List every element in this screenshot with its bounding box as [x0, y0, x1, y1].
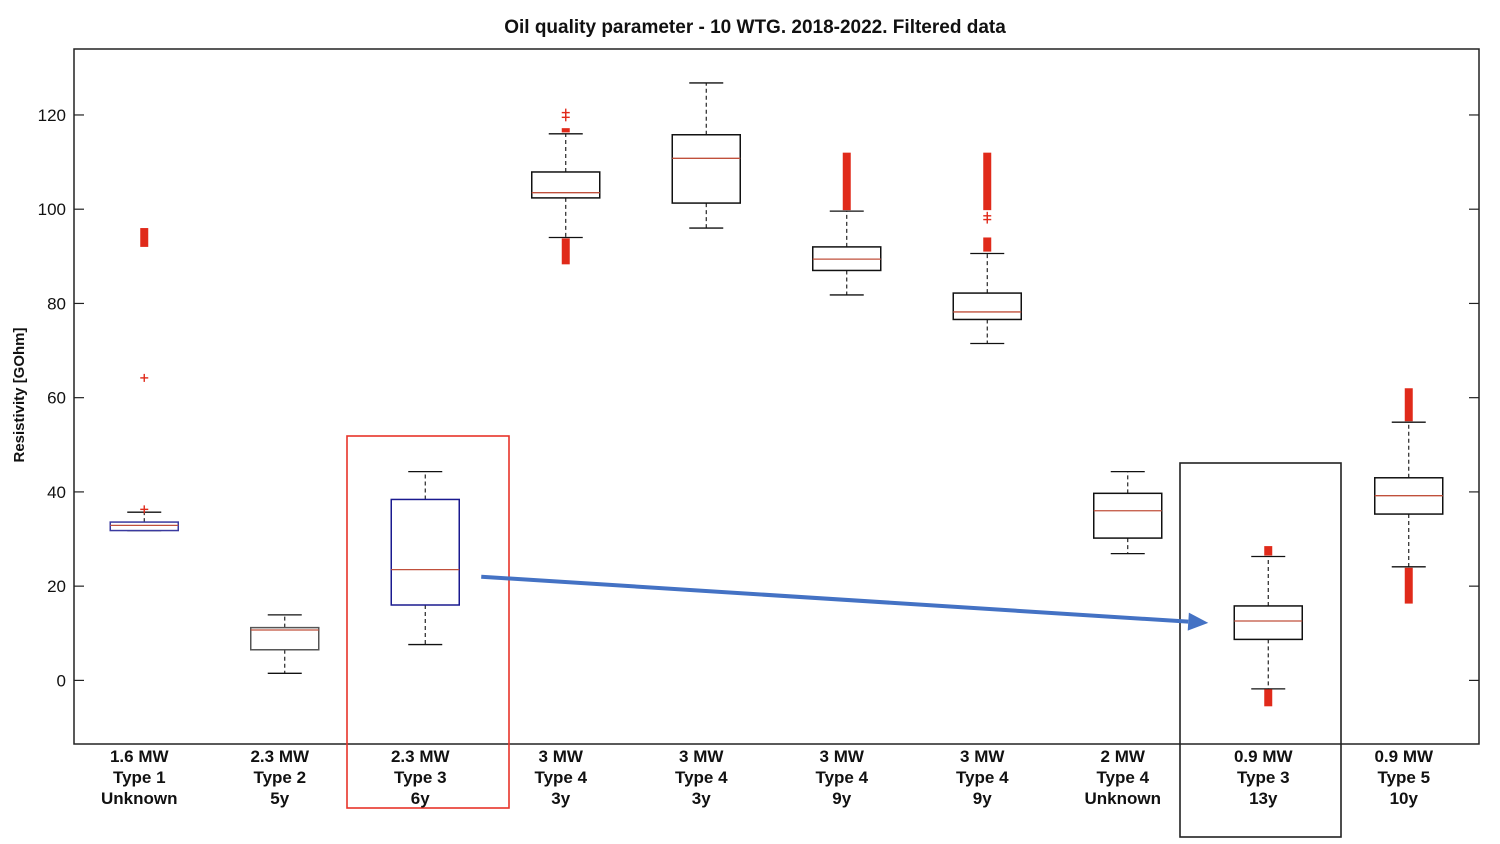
box-iqr: [390, 498, 460, 606]
y-tick-label: 60: [47, 389, 66, 408]
highlight-boxes: [346, 435, 1342, 838]
box-10: [1374, 388, 1444, 604]
outlier-cluster: [1404, 388, 1413, 422]
x-tick-label: 3 MW: [539, 747, 584, 766]
highlight-rect: [1179, 462, 1342, 838]
outlier-cluster: [561, 128, 570, 133]
x-tick-label: Type 4: [1096, 768, 1149, 787]
y-tick-label: 80: [47, 294, 66, 313]
x-tick-label: 3 MW: [820, 747, 865, 766]
box-3: [390, 471, 460, 646]
x-tick-label: 2.3 MW: [391, 747, 451, 766]
arrow-shaft: [481, 574, 1189, 624]
x-tick-label: 3y: [551, 789, 570, 808]
category-labels: 1.6 MW Type 1 Unknown 2.3 MW Type 2 5y 2.3 MW T…: [101, 747, 1434, 808]
x-tick-label: 9y: [832, 789, 851, 808]
y-tick-label: 120: [38, 106, 66, 125]
box-iqr: [250, 626, 320, 651]
highlight-rect: [346, 435, 510, 809]
outlier-cluster: [1264, 689, 1273, 707]
x-tick-label: Type 4: [815, 768, 868, 787]
y-axis-label: Resistivity [GOhm]: [11, 327, 28, 462]
box-series: [109, 82, 1444, 707]
chart-title: Oil quality parameter - 10 WTG. 2018-202…: [504, 17, 1006, 38]
x-tick-label: 5y: [270, 789, 289, 808]
outlier-cluster: [561, 238, 570, 265]
box-8: [1093, 471, 1163, 555]
y-tick-label: 100: [38, 200, 66, 219]
box-1: [109, 228, 179, 532]
x-tick-label: Type 3: [1237, 768, 1290, 787]
box-iqr: [109, 521, 179, 532]
outlier-cluster: [1404, 567, 1413, 604]
x-tick-label: 0.9 MW: [1234, 747, 1294, 766]
y-tick-label: 40: [47, 483, 66, 502]
outlier-cluster: [983, 237, 992, 252]
y-axis-ticks: 0 20 40 60 80 100 120: [38, 106, 1479, 690]
box-iqr: [671, 134, 741, 204]
box-2: [250, 614, 320, 674]
x-tick-label: Type 4: [534, 768, 587, 787]
box-iqr: [1233, 605, 1303, 641]
outlier-cluster: [1264, 546, 1273, 556]
x-tick-label: 3 MW: [960, 747, 1005, 766]
box-6: [812, 152, 882, 296]
outlier-cluster: [842, 152, 851, 211]
x-tick-label: Unknown: [101, 789, 178, 808]
x-tick-label: 1.6 MW: [110, 747, 170, 766]
x-tick-label: Unknown: [1085, 789, 1162, 808]
x-tick-label: 6y: [411, 789, 430, 808]
y-tick-label: 20: [47, 577, 66, 596]
arrow-head: [1187, 612, 1209, 631]
x-tick-label: 3 MW: [679, 747, 724, 766]
y-tick-label: 0: [57, 671, 66, 690]
box-9: [1233, 546, 1303, 707]
x-tick-label: Type 4: [956, 768, 1009, 787]
x-tick-label: Type 2: [253, 768, 306, 787]
x-tick-label: 0.9 MW: [1374, 747, 1434, 766]
x-tick-label: 2.3 MW: [250, 747, 310, 766]
x-tick-label: Type 3: [394, 768, 447, 787]
x-tick-label: Type 1: [113, 768, 166, 787]
x-tick-label: 9y: [973, 789, 992, 808]
x-tick-label: 2 MW: [1101, 747, 1146, 766]
outlier-cluster: [983, 152, 992, 211]
x-tick-label: Type 5: [1377, 768, 1430, 787]
box-7: [952, 152, 1022, 345]
box-iqr: [952, 292, 1022, 321]
annotation-arrow: [481, 574, 1209, 631]
box-5: [671, 82, 741, 229]
outlier-cluster: [140, 228, 149, 247]
x-tick-label: 10y: [1390, 789, 1419, 808]
box-iqr: [1093, 492, 1163, 539]
x-tick-label: 13y: [1249, 789, 1278, 808]
x-tick-label: Type 4: [675, 768, 728, 787]
box-4: [531, 108, 601, 265]
plot-area-frame: [73, 48, 1480, 745]
box-iqr: [531, 171, 601, 199]
x-tick-label: 3y: [692, 789, 711, 808]
